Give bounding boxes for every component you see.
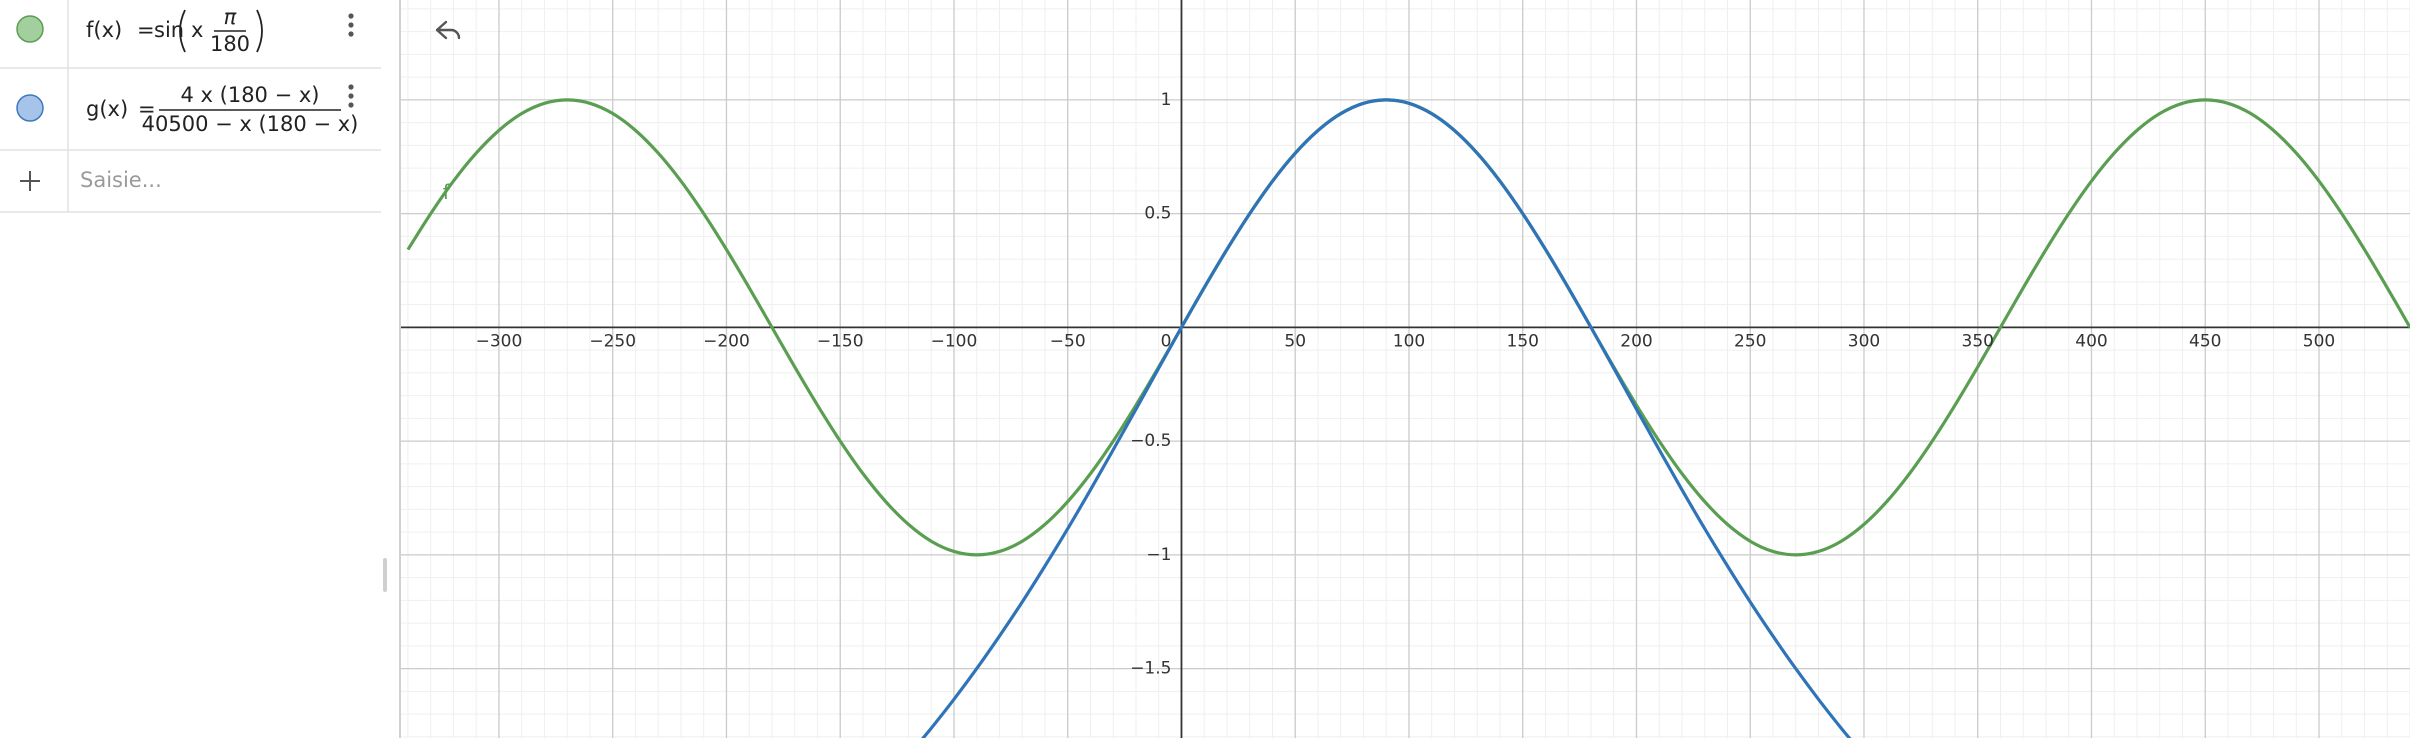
entry-arg: x bbox=[191, 18, 203, 42]
x-tick-label: 250 bbox=[1734, 331, 1766, 351]
y-tick-label: −1.5 bbox=[1130, 659, 1171, 679]
visibility-toggle[interactable] bbox=[16, 94, 44, 122]
fraction-num: 4 x (180 − x) bbox=[181, 83, 320, 107]
dot bbox=[348, 31, 354, 37]
dot bbox=[348, 84, 354, 90]
entry-menu[interactable] bbox=[348, 84, 354, 108]
x-tick-label: −50 bbox=[1050, 331, 1086, 351]
x-tick-label: −250 bbox=[589, 331, 636, 351]
paren bbox=[179, 9, 263, 53]
x-tick-label: −300 bbox=[476, 331, 523, 351]
dot bbox=[348, 102, 354, 108]
entry-menu[interactable] bbox=[348, 13, 354, 37]
visibility-toggle[interactable] bbox=[16, 15, 44, 43]
x-tick-label: 50 bbox=[1284, 331, 1306, 351]
entry-lhs: g(x) bbox=[86, 97, 128, 121]
dot bbox=[348, 93, 354, 99]
x-tick-label: −100 bbox=[931, 331, 978, 351]
y-tick-label: −1 bbox=[1146, 545, 1171, 565]
input-placeholder[interactable]: Saisie... bbox=[80, 168, 162, 192]
fraction-den: 180 bbox=[210, 32, 250, 56]
entry-eq: = bbox=[137, 18, 155, 42]
y-tick-label: 0.5 bbox=[1144, 204, 1171, 224]
entry-eq: = bbox=[138, 97, 156, 121]
dot bbox=[348, 22, 354, 28]
add-button[interactable] bbox=[20, 171, 40, 191]
algebra-panel: f(x) = sin x π 180 g(x) = 4 x (180 − x) … bbox=[0, 0, 401, 738]
x-tick-label: 500 bbox=[2303, 331, 2335, 351]
entry-func: sin bbox=[154, 18, 184, 42]
panel-bg bbox=[0, 0, 400, 738]
x-tick-label: 300 bbox=[1848, 331, 1880, 351]
function-curve bbox=[921, 98, 1852, 738]
resize-handle[interactable] bbox=[383, 558, 387, 592]
graphics-view[interactable]: −300 −250 −200 −150 −100 −50 0 50 100 150 200 250 30… bbox=[385, 0, 2410, 738]
x-tick-label: 450 bbox=[2189, 331, 2221, 351]
x-tick-label: 150 bbox=[1507, 331, 1539, 351]
x-tick-label: 350 bbox=[1962, 331, 1994, 351]
fraction-num: π bbox=[224, 5, 237, 29]
dot bbox=[348, 13, 354, 19]
entry-lhs: f(x) bbox=[86, 18, 122, 42]
x-tick-label: 200 bbox=[1620, 331, 1652, 351]
x-tick-label: 0 bbox=[1161, 331, 1172, 351]
x-tick-label: −150 bbox=[817, 331, 864, 351]
curve-label: f bbox=[443, 180, 451, 204]
y-tick-label: 1 bbox=[1161, 90, 1172, 110]
x-tick-label: 100 bbox=[1393, 331, 1425, 351]
x-tick-label: 400 bbox=[2075, 331, 2107, 351]
fraction-den: 40500 − x (180 − x) bbox=[142, 112, 359, 136]
y-tick-label: −0.5 bbox=[1130, 431, 1171, 451]
undo-button[interactable] bbox=[435, 20, 461, 40]
x-tick-label: −200 bbox=[703, 331, 750, 351]
plot bbox=[401, 0, 2410, 738]
